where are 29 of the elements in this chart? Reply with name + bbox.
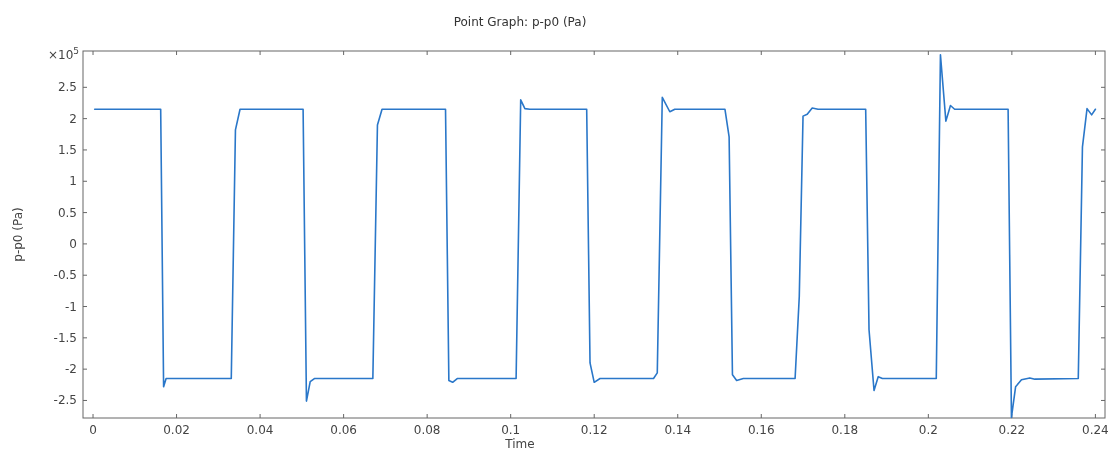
- x-tick-label: 0.24: [1082, 423, 1109, 437]
- chart-title: Point Graph: p-p0 (Pa): [453, 15, 587, 29]
- y-axis-title: p-p0 (Pa): [11, 207, 25, 262]
- x-tick-label: 0: [89, 423, 97, 437]
- x-tick-label: 0.04: [246, 423, 274, 437]
- y-tick-label: -1.5: [53, 330, 77, 345]
- y-tick-label: -0.5: [53, 268, 77, 283]
- x-tick-label: 0.06: [330, 423, 357, 437]
- x-tick-label: 0.1: [501, 423, 521, 437]
- x-tick-label: 0.08: [413, 423, 441, 437]
- x-axis-title: Time: [504, 437, 535, 451]
- x-tick-label: 0.22: [998, 423, 1026, 437]
- y-tick-label: 1: [69, 174, 77, 189]
- y-tick-label: 1.5: [57, 142, 77, 157]
- y-tick-label: 0: [69, 236, 77, 251]
- line-series: [93, 53, 1097, 419]
- y-tick-label: 2: [69, 111, 77, 126]
- y-tick-label: -2: [65, 362, 77, 377]
- x-tick-label: 0.16: [747, 423, 775, 437]
- y-tick-label: -1: [65, 299, 77, 314]
- y-tick-label: -2.5: [53, 393, 77, 408]
- text: ×10$^{5}$: [47, 46, 79, 62]
- y-tick-label: 0.5: [57, 205, 77, 220]
- x-tick-label: 0.14: [664, 423, 692, 437]
- x-tick-label: 0.12: [580, 423, 608, 437]
- x-tick-label: 0.2: [918, 423, 938, 437]
- x-tick-label: 0.18: [831, 423, 859, 437]
- y-tick-label: 2.5: [57, 80, 77, 95]
- x-tick-label: 0.02: [163, 423, 190, 437]
